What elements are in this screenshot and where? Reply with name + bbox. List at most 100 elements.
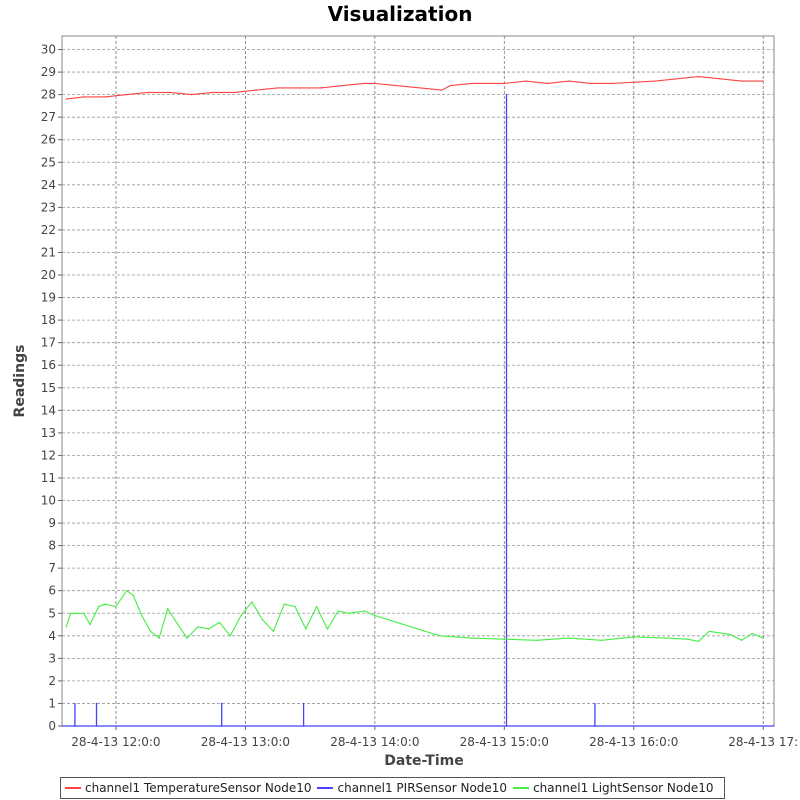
data-point-temperature <box>125 93 128 96</box>
y-tick-label: 15 <box>41 381 56 395</box>
y-tick-label: 8 <box>48 539 56 553</box>
data-point-light <box>751 632 754 635</box>
data-point-pir <box>505 93 508 96</box>
y-axis-label: Readings <box>12 345 28 418</box>
data-point-temperature <box>719 78 721 80</box>
series-line-pir <box>62 93 774 727</box>
data-point-light <box>141 614 143 617</box>
data-point-light <box>272 630 275 633</box>
data-point-light <box>708 630 711 633</box>
data-point-temperature <box>492 82 495 85</box>
legend-swatch <box>317 787 334 789</box>
data-point-temperature <box>654 80 657 82</box>
data-point-temperature <box>255 89 257 91</box>
x-tick-label: 28-4-13 15:0:0 <box>460 735 549 749</box>
data-point-light <box>665 637 667 639</box>
legend-label: channel1 TemperatureSensor Node10 <box>85 781 312 795</box>
y-tick-label: 1 <box>48 696 56 710</box>
data-point-light <box>503 638 506 640</box>
y-tick-label: 5 <box>48 606 56 620</box>
y-tick-label: 9 <box>48 516 56 530</box>
data-point-temperature <box>762 80 764 82</box>
data-point-light <box>218 621 221 624</box>
data-point-light <box>337 610 340 612</box>
y-tick-label: 16 <box>41 358 56 372</box>
data-point-light <box>132 594 134 596</box>
y-tick-label: 25 <box>41 155 56 169</box>
data-point-light <box>115 605 117 608</box>
y-tick-label: 10 <box>41 494 56 508</box>
plot-background <box>61 35 775 727</box>
data-point-light <box>326 628 329 630</box>
data-point-light <box>762 637 764 639</box>
data-point-pir <box>220 725 223 727</box>
data-point-light <box>283 603 286 605</box>
data-point-temperature <box>169 91 171 94</box>
y-tick-label: 24 <box>41 178 56 192</box>
data-point-light <box>471 637 473 639</box>
y-tick-label: 11 <box>41 471 56 485</box>
data-point-light <box>730 633 732 636</box>
y-tick-label: 17 <box>41 336 56 350</box>
data-point-temperature <box>740 80 743 82</box>
data-point-light <box>197 626 199 628</box>
data-point-pir <box>220 702 223 705</box>
data-point-light <box>261 619 264 621</box>
data-point-light <box>175 621 178 624</box>
data-point-temperature <box>104 96 106 98</box>
y-tick-label: 2 <box>48 674 56 688</box>
legend-swatch <box>65 787 81 789</box>
y-tick-label: 23 <box>41 200 56 214</box>
data-point-light <box>104 603 106 605</box>
data-point-light <box>315 605 318 608</box>
data-point-light <box>251 601 253 603</box>
series-layer <box>61 75 775 727</box>
axis-layer: 0123456789101112131415161718192021222324… <box>41 43 798 749</box>
y-tick-label: 12 <box>41 448 56 462</box>
y-tick-label: 7 <box>48 561 56 575</box>
legend-label: channel1 PIRSensor Node10 <box>337 781 508 795</box>
y-tick-label: 30 <box>41 43 56 57</box>
data-point-light <box>686 638 689 640</box>
legend-label: channel1 LightSensor Node10 <box>533 781 714 795</box>
data-point-temperature <box>568 80 570 82</box>
data-point-temperature <box>341 84 344 87</box>
data-point-light <box>125 589 128 592</box>
y-tick-label: 6 <box>48 584 56 598</box>
data-point-pir <box>95 702 98 705</box>
data-point-temperature <box>298 87 301 89</box>
legend-item: channel1 PIRSensor Node10 <box>317 781 507 795</box>
data-point-light <box>207 628 210 630</box>
data-point-light <box>438 635 441 637</box>
legend-item: channel1 TemperatureSensor Node10 <box>65 781 311 795</box>
x-tick-label: 28-4-13 13:0:0 <box>201 735 290 749</box>
y-tick-label: 19 <box>41 291 56 305</box>
data-point-light <box>65 626 68 628</box>
y-tick-label: 3 <box>48 651 56 665</box>
legend: channel1 TemperatureSensor Node10 channel… <box>60 777 725 799</box>
data-point-temperature <box>212 91 214 94</box>
data-point-temperature <box>449 84 452 87</box>
data-point-light <box>186 637 188 639</box>
data-point-temperature <box>611 82 613 85</box>
legend-item: channel1 LightSensor Node10 <box>513 781 714 795</box>
x-tick-label: 28-4-13 14:0:0 <box>330 735 419 749</box>
data-point-light <box>294 605 296 608</box>
data-point-light <box>697 640 700 643</box>
data-point-pir <box>773 725 775 727</box>
data-point-light <box>158 637 160 639</box>
y-tick-label: 21 <box>41 245 56 259</box>
data-point-light <box>600 639 603 642</box>
y-tick-label: 28 <box>41 88 56 102</box>
data-point-light <box>535 639 538 642</box>
data-point-light <box>633 636 635 638</box>
legend-swatch <box>513 787 530 789</box>
data-point-light <box>229 635 232 637</box>
data-point-light <box>69 612 72 615</box>
y-tick-label: 26 <box>41 133 56 147</box>
data-point-pir <box>74 725 76 727</box>
data-point-light <box>363 610 365 612</box>
y-tick-label: 14 <box>41 403 56 417</box>
y-tick-label: 20 <box>41 268 56 282</box>
